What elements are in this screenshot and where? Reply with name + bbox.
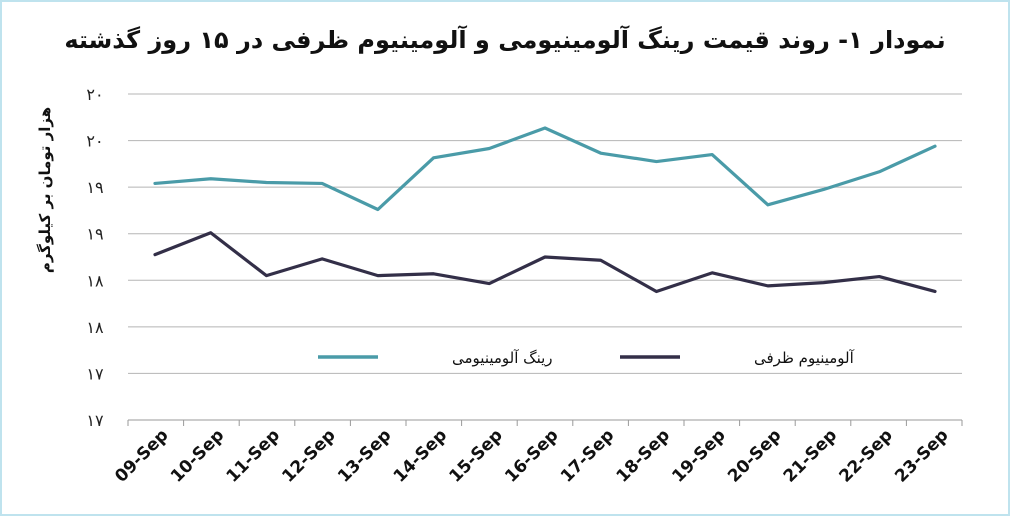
x-tick-label: 12-Sep bbox=[278, 425, 339, 486]
x-tick-label: 22-Sep bbox=[836, 425, 897, 486]
y-tick-label: ۱۸ bbox=[86, 271, 104, 290]
legend: رینگ آلومینیومی آلومینیوم ظرفی bbox=[318, 349, 855, 367]
x-tick-label: 09-Sep bbox=[111, 425, 172, 486]
y-tick-label: ۱۹ bbox=[86, 178, 103, 197]
series-lines bbox=[153, 126, 937, 294]
x-tick-label: 11-Sep bbox=[223, 425, 284, 486]
x-tick-label: 16-Sep bbox=[501, 425, 562, 486]
x-tick-label: 14-Sep bbox=[390, 425, 451, 486]
x-tick-label: 20-Sep bbox=[724, 425, 785, 486]
series-line-1 bbox=[153, 126, 937, 212]
y-tick-label: ۲۰ bbox=[86, 85, 103, 104]
grid-lines bbox=[127, 93, 963, 426]
x-tick-label: 13-Sep bbox=[334, 425, 395, 486]
legend-label-2: آلومینیوم ظرفی bbox=[754, 349, 855, 367]
y-axis-label: هزار تومان بر کیلوگرم bbox=[36, 107, 54, 273]
y-tick-label: ۱۷ bbox=[86, 411, 104, 430]
y-tick-label: ۱۹ bbox=[86, 225, 103, 244]
x-tick-label: 19-Sep bbox=[668, 425, 729, 486]
chart-title: نمودار ۱- روند قیمت رینگ آلومینیومی و آل… bbox=[64, 26, 946, 54]
y-tick-label: ۱۷ bbox=[86, 364, 104, 383]
y-tick-label: ۲۰ bbox=[86, 132, 103, 151]
legend-label-1: رینگ آلومینیومی bbox=[452, 349, 553, 367]
y-tick-label: ۱۸ bbox=[86, 318, 104, 337]
x-tick-label: 23-Sep bbox=[891, 425, 952, 486]
y-tick-labels: ۲۰ ۲۰ ۱۹ ۱۹ ۱۸ ۱۸ ۱۷ ۱۷ bbox=[86, 85, 104, 430]
x-tick-label: 18-Sep bbox=[613, 425, 674, 486]
x-tick-label: 17-Sep bbox=[557, 425, 618, 486]
series-line-2 bbox=[153, 231, 937, 294]
x-tick-labels: 09-Sep10-Sep11-Sep12-Sep13-Sep14-Sep15-S… bbox=[111, 425, 952, 486]
x-tick-label: 10-Sep bbox=[167, 425, 228, 486]
x-tick-label: 21-Sep bbox=[780, 425, 841, 486]
x-tick-label: 15-Sep bbox=[446, 425, 507, 486]
